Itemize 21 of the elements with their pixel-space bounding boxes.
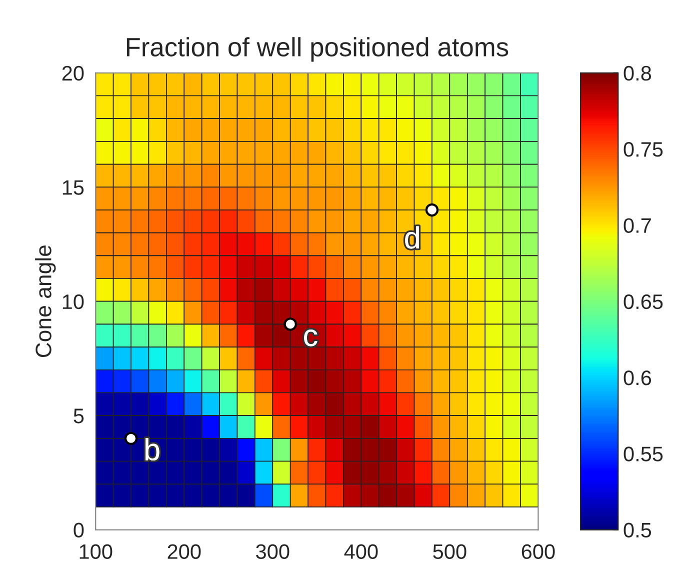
x-tick-label: 600 — [522, 544, 555, 559]
y-tick-label: 10 — [62, 294, 84, 310]
y-tick-label: 0 — [74, 522, 84, 538]
y-tick-label: 5 — [74, 408, 84, 424]
y-axis-title: Cone angle — [35, 245, 56, 358]
y-tick-label: 20 — [62, 66, 84, 81]
x-tick-label: 200 — [168, 544, 201, 559]
y-tick-label: 15 — [62, 180, 84, 195]
x-tick-label: 400 — [344, 544, 378, 559]
color-bar-label: 0.8 — [624, 66, 652, 81]
color-bar-label: 0.7 — [624, 218, 651, 233]
x-tick-label: 300 — [256, 544, 290, 559]
x-tick-label: 500 — [433, 544, 466, 559]
color-bar-label: 0.5 — [624, 522, 652, 538]
color-bar-label: 0.55 — [624, 446, 663, 462]
annotation: b — [146, 438, 160, 461]
color-bar-label: 0.6 — [624, 370, 652, 386]
x-tick-label: 100 — [80, 544, 112, 559]
color-bar-label: 0.75 — [624, 142, 663, 157]
chart-title: Fraction of well positioned atoms — [126, 37, 508, 62]
color-bar-label: 0.65 — [624, 294, 663, 310]
